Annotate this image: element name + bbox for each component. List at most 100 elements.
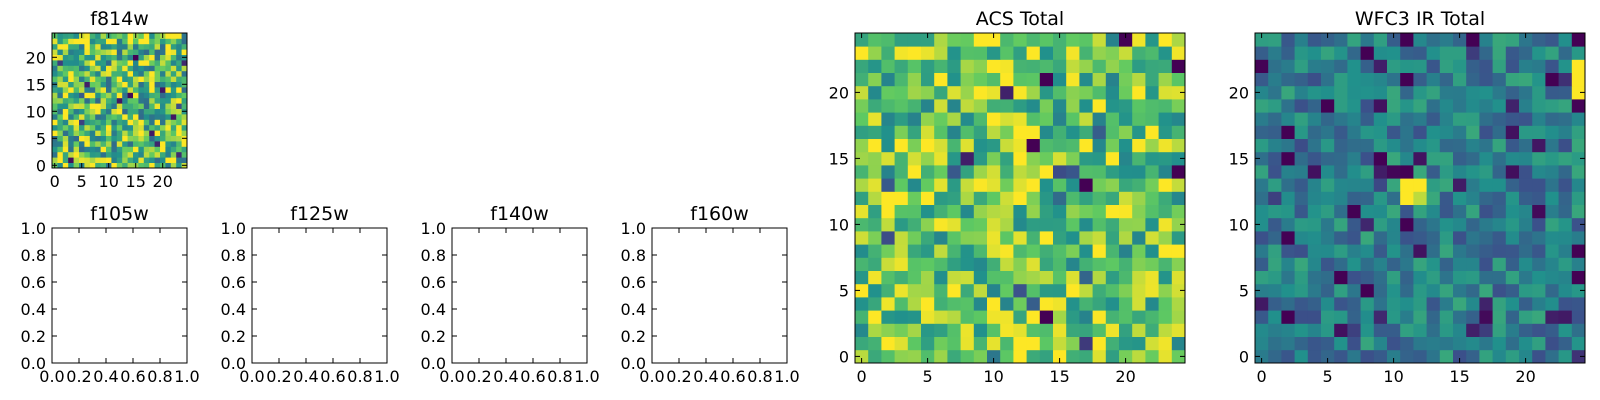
heatmap-cell (960, 217, 975, 232)
heatmap-cell (57, 81, 64, 88)
heatmap-cell (111, 54, 118, 61)
heatmap-cell (100, 60, 107, 66)
heatmap-cell (1400, 151, 1414, 166)
heatmap-cell (1307, 85, 1322, 100)
heatmap-cell (79, 76, 85, 82)
heatmap-cell (62, 38, 69, 45)
heatmap-cell (1413, 204, 1427, 219)
heatmap-cell (921, 283, 935, 298)
heatmap-cell (73, 92, 80, 99)
heatmap-cell (1294, 244, 1309, 258)
heatmap-cell (62, 162, 69, 169)
heatmap-cell (868, 125, 882, 139)
heatmap-cell (973, 204, 988, 219)
heatmap-cell (143, 141, 150, 147)
heatmap-cell (1158, 138, 1173, 153)
heatmap-cell (907, 72, 922, 87)
heatmap-cell (1571, 46, 1586, 60)
heatmap-cell (1079, 310, 1093, 324)
heatmap-cell (1321, 99, 1335, 113)
heatmap-cell (1492, 125, 1507, 139)
heatmap-cell (111, 70, 118, 77)
heatmap-cell (84, 65, 91, 72)
heatmap-cell (907, 46, 922, 60)
heatmap-cell (1492, 46, 1507, 60)
heatmap-cell (1013, 125, 1027, 139)
panel-title-acs-total: ACS Total (976, 8, 1064, 30)
heatmap-cell (1158, 151, 1173, 166)
heatmap-cell (79, 103, 85, 109)
heatmap-cell (73, 146, 80, 153)
heatmap-cell (111, 151, 118, 158)
heatmap-cell (987, 59, 1001, 73)
heatmap-cell (73, 114, 80, 120)
heatmap-cell (127, 157, 134, 163)
heatmap-cell (1281, 151, 1295, 166)
heatmap-cell (1092, 85, 1107, 100)
heatmap-cell (1373, 270, 1388, 285)
heatmap-cell (62, 81, 69, 88)
heatmap-cell (1571, 257, 1586, 271)
heatmap-cell (1105, 99, 1120, 113)
heatmap-cell (1268, 125, 1282, 139)
heatmap-cell (960, 297, 975, 311)
heatmap-cell (1571, 283, 1586, 298)
heatmap-cell (1105, 231, 1120, 245)
x-tick-label: 10 (99, 172, 119, 191)
heatmap-cell (1479, 244, 1493, 258)
heatmap-cell (987, 349, 1001, 364)
heatmap-cell (934, 59, 948, 73)
heatmap-cell (868, 323, 882, 337)
heatmap-cell (987, 33, 1001, 47)
heatmap-cell (79, 157, 85, 163)
heatmap-cell (1066, 310, 1080, 324)
heatmap-cell (1373, 85, 1388, 100)
heatmap-cell (1545, 138, 1559, 153)
heatmap-cell (127, 119, 134, 126)
heatmap-cell (57, 108, 64, 115)
heatmap-cell (52, 130, 58, 136)
heatmap-cell (881, 244, 895, 258)
heatmap-cell (1026, 204, 1041, 219)
heatmap-cell (149, 108, 155, 115)
heatmap-cell (1347, 99, 1361, 113)
heatmap-cell (1026, 270, 1041, 285)
heatmap-cell (1545, 244, 1559, 258)
heatmap-cell (138, 65, 145, 72)
heatmap-cell (1255, 72, 1269, 87)
heatmap-cell (1171, 270, 1186, 285)
heatmap-cell (143, 114, 150, 120)
heatmap-cell (1000, 231, 1014, 245)
heatmap-cell (127, 81, 134, 88)
heatmap-cell (89, 81, 96, 88)
heatmap-cell (1092, 336, 1107, 351)
heatmap-cell (894, 178, 909, 192)
heatmap-cell (1492, 99, 1507, 113)
heatmap-cell (1158, 349, 1173, 364)
axes-frame-acs-total (854, 32, 1186, 364)
heatmap-cell (1039, 204, 1054, 219)
heatmap-cell (1519, 112, 1533, 126)
heatmap-cell (165, 119, 172, 126)
heatmap-cell (1466, 231, 1480, 245)
heatmap-cell (881, 257, 895, 271)
heatmap-cell (1066, 165, 1080, 179)
heatmap-cell (868, 270, 882, 285)
heatmap-cell (79, 92, 85, 99)
heatmap-cell (68, 38, 74, 45)
heatmap-cell (1413, 85, 1427, 100)
heatmap-cell (1119, 59, 1133, 73)
heatmap-cell (1294, 191, 1309, 205)
heatmap-cell (973, 59, 988, 73)
heatmap-cell (1505, 165, 1520, 179)
heatmap-cell (149, 92, 155, 99)
heatmap-cell (1079, 138, 1093, 153)
heatmap-cell (1013, 257, 1027, 271)
heatmap-cell (1026, 151, 1041, 166)
heatmap-cell (133, 124, 139, 131)
heatmap-cell (855, 178, 869, 192)
heatmap-cell (1013, 85, 1027, 100)
x-tick-label: 15 (126, 172, 146, 191)
heatmap-cell (68, 54, 74, 61)
heatmap-cell (73, 38, 80, 45)
